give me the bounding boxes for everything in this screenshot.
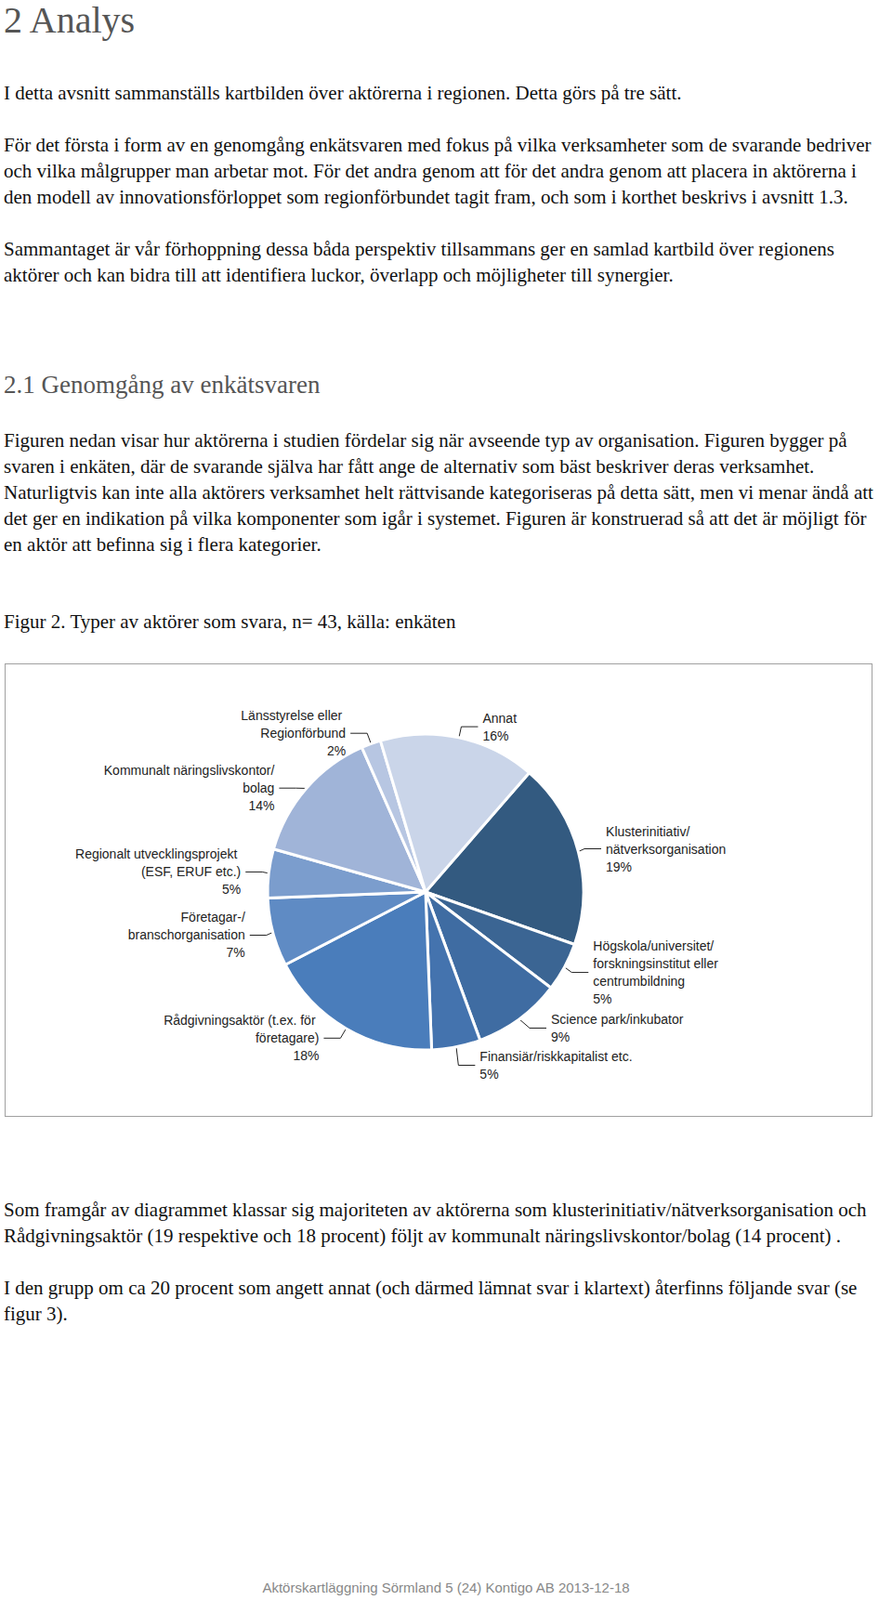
html-text:Figur 2. Typer av aktörer som: Figur 2. Typer av aktörer som svara, n= …	[3, 610, 456, 633]
svg-text:5%: 5%	[592, 991, 612, 1007]
html-text:2.1 Genomgång av enkätsvaren: 2.1 Genomgång av enkätsvaren	[3, 370, 321, 399]
svg-text:Kommunalt näringslivskontor/: Kommunalt näringslivskontor/	[104, 762, 276, 778]
html-text:I detta avsnitt sammanställs k: I detta avsnitt sammanställs kartbilden …	[3, 81, 682, 105]
svg-text:Science park/inkubator: Science park/inkubator	[550, 1011, 684, 1027]
svg-text:centrumbildning: centrumbildning	[592, 973, 685, 989]
svg-text:Annat: Annat	[482, 710, 517, 726]
svg-text:Regionförbund: Regionförbund	[260, 725, 346, 741]
svg-text:Länsstyrelse eller: Länsstyrelse eller	[240, 708, 346, 723]
svg-text:9%: 9%	[550, 1029, 570, 1045]
svg-text:5%: 5%	[479, 1066, 499, 1082]
svg-text:bolag: bolag	[242, 780, 275, 796]
svg-text:Högskola/universitet/: Högskola/universitet/	[592, 938, 714, 954]
html-text:För det första i form av en ge: För det första i form av en genomgång en…	[3, 133, 872, 209]
svg-text:forskningsinstitut eller: forskningsinstitut eller	[592, 956, 722, 971]
svg-text:Regionalt utvecklingsprojekt: Regionalt utvecklingsprojekt	[75, 846, 241, 862]
svg-text:Rådgivningsaktör (t.ex. för: Rådgivningsaktör (t.ex. för	[163, 1012, 319, 1028]
svg-text:Företagar-/: Företagar-/	[181, 909, 246, 925]
svg-text:19%: 19%	[605, 859, 632, 875]
svg-text:2%: 2%	[327, 743, 346, 759]
svg-text:(ESF, ERUF etc.): (ESF, ERUF etc.)	[141, 864, 241, 879]
svg-text:branschorganisation: branschorganisation	[128, 927, 246, 943]
svg-text:företagare): företagare)	[255, 1030, 319, 1046]
html-text:Figuren nedan visar hur aktöre: Figuren nedan visar hur aktörerna i stud…	[3, 429, 874, 556]
svg-text:Finansiär/riskkapitalist etc.: Finansiär/riskkapitalist etc.	[479, 1049, 632, 1064]
html-text:Som framgår av diagrammet klas: Som framgår av diagrammet klassar sig ma…	[3, 1198, 867, 1247]
html-text:Sammantaget är vår förhoppning: Sammantaget är vår förhoppning dessa båd…	[3, 237, 835, 287]
svg-text:7%: 7%	[226, 944, 246, 960]
svg-text:14%: 14%	[248, 798, 275, 814]
svg-text:nätverksorganisation: nätverksorganisation	[605, 841, 726, 857]
svg-text:5%: 5%	[222, 881, 241, 897]
svg-text:16%: 16%	[482, 728, 509, 744]
svg-text:18%: 18%	[292, 1048, 319, 1063]
svg-text:Klusterinitiativ/: Klusterinitiativ/	[605, 824, 690, 840]
html-text:I den grupp om ca 20 procent s: I den grupp om ca 20 procent som angett …	[3, 1276, 858, 1325]
html-text:2 Analys: 2 Analys	[3, 0, 135, 41]
html-text:Aktörskartläggning Sörmland 5: Aktörskartläggning Sörmland 5 (24) Konti…	[262, 1579, 630, 1596]
